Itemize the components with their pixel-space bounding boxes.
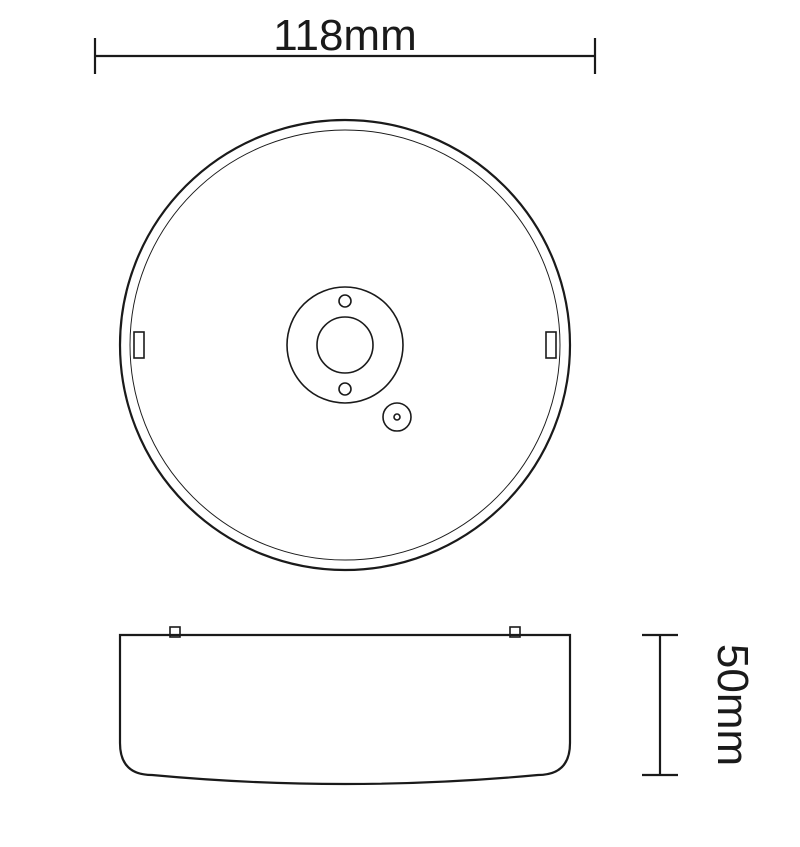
hub-outer <box>287 287 403 403</box>
side-profile <box>120 635 570 784</box>
aux-circle <box>383 403 411 431</box>
top-view <box>120 120 570 570</box>
side-slot-left <box>134 332 144 358</box>
width-dimension: 118mm <box>95 11 595 74</box>
screw-hole-bottom <box>339 383 351 395</box>
side-slot-right <box>546 332 556 358</box>
side-view <box>120 627 570 784</box>
aux-circle-dot <box>394 414 400 420</box>
outer-rim <box>120 120 570 570</box>
dimension-diagram: 118mm 50mm <box>0 0 800 847</box>
inner-rim <box>130 130 560 560</box>
screw-hole-top <box>339 295 351 307</box>
height-dimension: 50mm <box>642 635 757 775</box>
hub-hole <box>317 317 373 373</box>
height-dimension-label: 50mm <box>708 644 757 766</box>
width-dimension-label: 118mm <box>273 11 416 60</box>
